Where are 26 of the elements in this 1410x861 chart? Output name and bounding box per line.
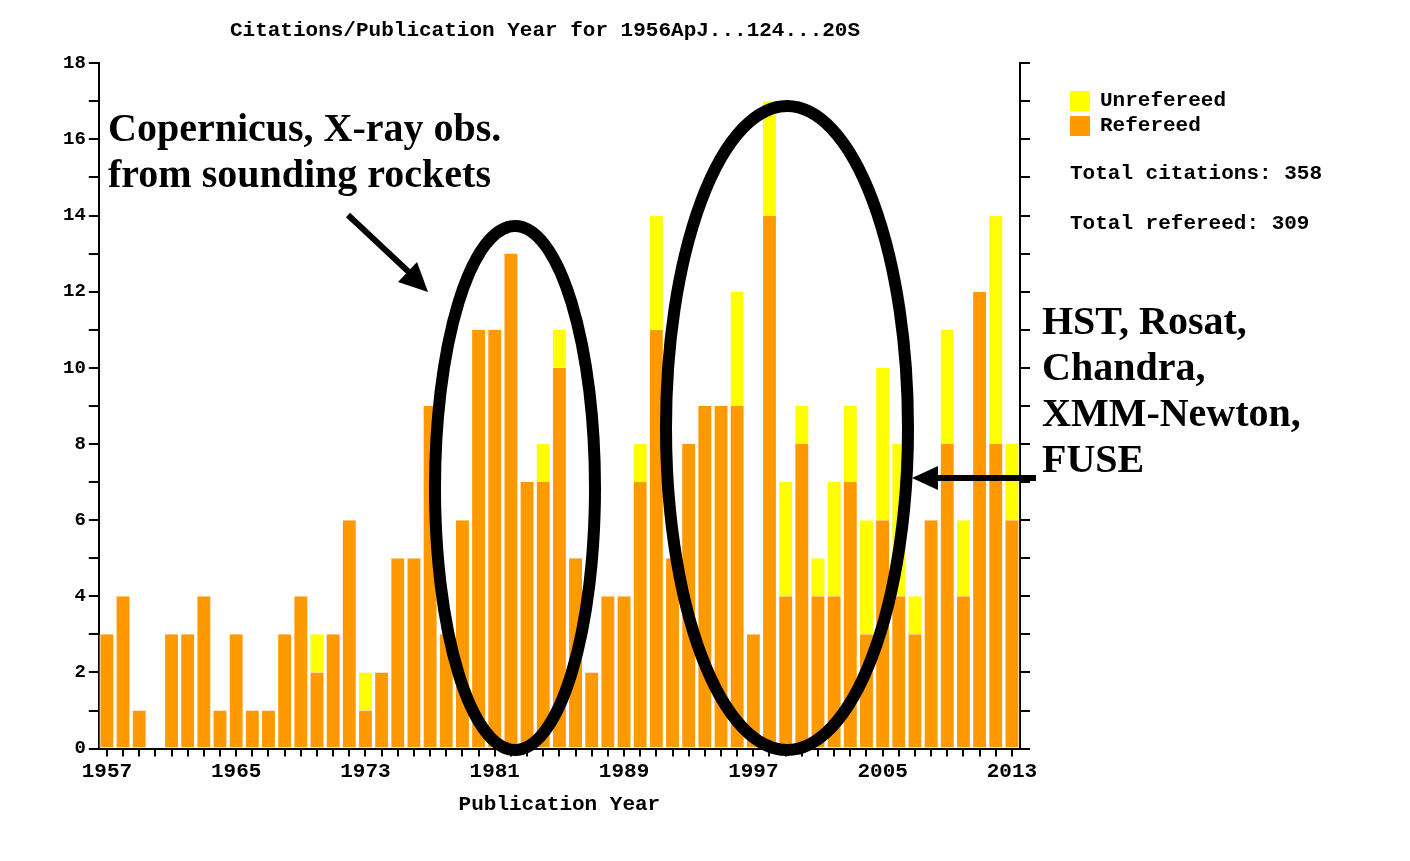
y-tick-label: 8 xyxy=(74,432,86,455)
y-tick-label: 18 xyxy=(62,51,86,74)
x-tick-label: 1997 xyxy=(728,760,779,784)
x-tick-label: 2013 xyxy=(986,760,1038,784)
y-tick-label: 10 xyxy=(62,356,86,379)
y-tick-label: 0 xyxy=(74,737,86,760)
y-tick-label: 12 xyxy=(62,280,86,303)
x-tick-label: 1981 xyxy=(469,760,520,784)
y-tick-label: 16 xyxy=(62,128,86,151)
legend-label: Unrefereed xyxy=(1100,89,1227,112)
y-tick-label: 6 xyxy=(74,508,86,531)
x-tick-label: 1973 xyxy=(340,760,391,784)
text: Total citations: 358 xyxy=(1070,162,1323,185)
text: Total refereed: 309 xyxy=(1070,212,1310,235)
x-tick-label: 1957 xyxy=(81,760,133,784)
x-axis-title: Publication Year xyxy=(458,792,661,816)
y-tick-label: 4 xyxy=(74,585,86,608)
text: HST, Rosat, Chandra, XMM-Newton, FUSE xyxy=(1042,298,1301,482)
annotation: Copernicus, X-ray obs. from sounding rockets xyxy=(108,105,502,197)
legend-label: Refereed xyxy=(1100,114,1201,137)
x-tick-label: 1989 xyxy=(598,760,650,784)
x-tick-label: 2005 xyxy=(857,760,908,784)
y-tick-label: 14 xyxy=(62,204,86,227)
y-tick-label: 2 xyxy=(74,661,86,684)
x-tick-label: 1965 xyxy=(210,760,262,784)
chart-title: Citations/Publication Year for 1956ApJ...124...20S xyxy=(229,18,861,42)
